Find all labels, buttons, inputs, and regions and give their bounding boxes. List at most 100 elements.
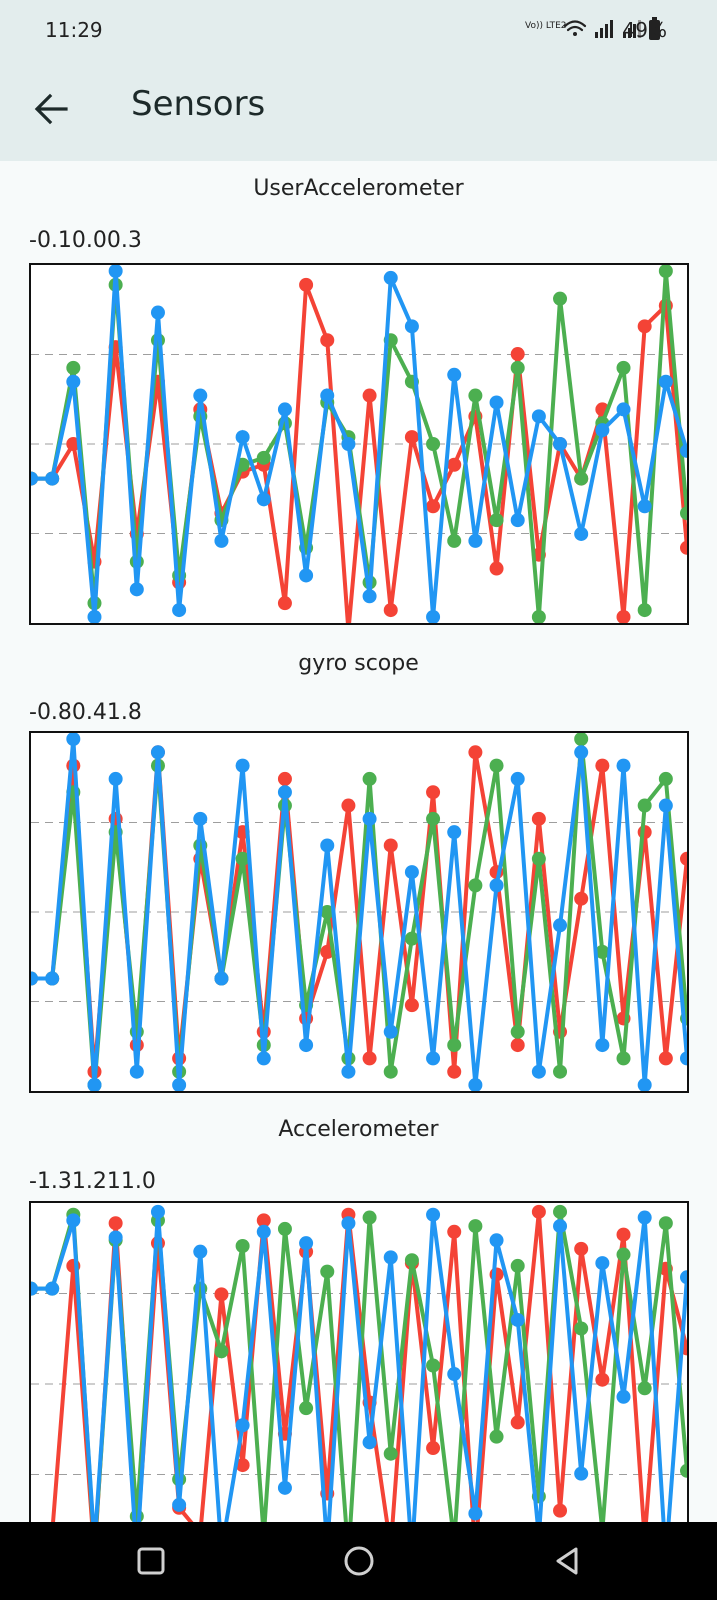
data-point (680, 1051, 687, 1066)
wifi-icon (563, 20, 587, 36)
data-point (531, 1064, 546, 1079)
data-point (362, 811, 377, 826)
data-point (616, 1247, 631, 1262)
data-point (404, 865, 419, 880)
data-point (235, 1238, 250, 1253)
status-icons: Vo)) LTE2 4 (457, 14, 717, 46)
data-point (574, 471, 589, 486)
data-point (426, 499, 441, 514)
arrow-left-icon (34, 93, 68, 125)
square-recents-icon (137, 1547, 165, 1575)
data-point (383, 603, 398, 618)
data-point (489, 561, 504, 576)
data-point (45, 971, 60, 986)
data-point (531, 1204, 546, 1219)
data-point (404, 1253, 419, 1268)
chart-range-label: -0.80.41.8 (29, 700, 142, 725)
data-point (108, 771, 123, 786)
data-point (31, 1281, 38, 1296)
back-nav-button[interactable] (544, 1538, 590, 1584)
data-point (150, 1204, 165, 1219)
recents-button[interactable] (128, 1538, 174, 1584)
data-point (31, 471, 38, 486)
data-point (320, 388, 335, 403)
system-nav-bar (0, 1522, 717, 1600)
data-point (553, 1064, 568, 1079)
data-point (531, 610, 546, 623)
data-point (193, 811, 208, 826)
series-line (31, 1211, 687, 1529)
chart-plot (31, 1204, 687, 1529)
data-point (66, 374, 81, 389)
data-point (256, 1213, 271, 1228)
data-point (214, 1344, 229, 1359)
data-point (277, 1221, 292, 1236)
data-point (637, 603, 652, 618)
data-point (299, 1401, 314, 1416)
data-point (595, 1038, 610, 1053)
data-point (256, 1051, 271, 1066)
data-point (574, 891, 589, 906)
data-point (362, 1435, 377, 1450)
data-point (383, 1446, 398, 1461)
circle-home-icon (344, 1546, 374, 1576)
data-point (574, 526, 589, 541)
data-point (66, 1213, 81, 1228)
data-point (426, 610, 441, 623)
chart-plot (31, 265, 687, 623)
data-point (510, 360, 525, 375)
data-point (426, 811, 441, 826)
data-point (637, 1210, 652, 1225)
status-time: 11:29 (45, 18, 103, 42)
data-point (426, 1207, 441, 1222)
data-point (510, 1024, 525, 1039)
data-point (256, 450, 271, 465)
data-point (489, 1429, 504, 1444)
data-point (277, 596, 292, 611)
data-point (383, 1250, 398, 1265)
data-point (235, 758, 250, 773)
data-point (468, 1219, 483, 1234)
data-point (129, 1064, 144, 1079)
chart-range-label: -0.10.00.3 (29, 228, 142, 253)
data-point (616, 1051, 631, 1066)
data-point (299, 277, 314, 292)
data-point (172, 1078, 187, 1091)
series-line (31, 270, 687, 618)
data-point (447, 1224, 462, 1239)
data-point (680, 506, 687, 521)
data-point (637, 499, 652, 514)
data-point (341, 1064, 356, 1079)
data-point (616, 360, 631, 375)
data-point (637, 1381, 652, 1396)
data-point (447, 367, 462, 382)
data-point (510, 1258, 525, 1273)
chart-title: UserAccelerometer (253, 176, 464, 201)
data-point (404, 319, 419, 334)
chart-range-label: -1.31.211.0 (29, 1169, 156, 1194)
data-point (658, 1216, 673, 1231)
data-point (574, 733, 589, 746)
data-point (574, 1466, 589, 1481)
data-point (574, 1321, 589, 1336)
data-point (277, 771, 292, 786)
data-point (680, 540, 687, 555)
data-point (447, 1064, 462, 1079)
data-point (489, 1233, 504, 1248)
back-button[interactable] (28, 85, 76, 133)
data-point (66, 733, 81, 746)
app-bar: Sensors (0, 60, 717, 161)
data-point (489, 878, 504, 893)
chart-plot (31, 733, 687, 1091)
data-point (341, 798, 356, 813)
data-point (447, 1038, 462, 1053)
data-point (45, 471, 60, 486)
home-button[interactable] (336, 1538, 382, 1584)
data-point (574, 745, 589, 760)
data-point (235, 430, 250, 445)
data-point (553, 437, 568, 451)
data-point (531, 409, 546, 424)
data-point (214, 533, 229, 548)
data-point (510, 1038, 525, 1053)
data-point (383, 1024, 398, 1039)
